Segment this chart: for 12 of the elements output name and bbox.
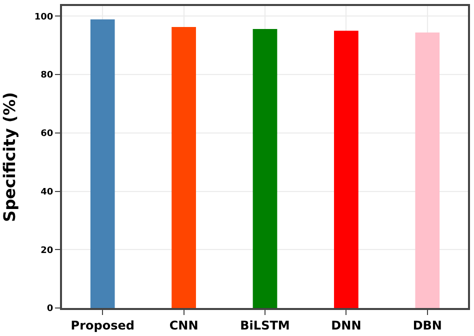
y-tick-label: 0 (46, 304, 54, 314)
x-tick-label: Proposed (70, 318, 134, 332)
y-tick-label: 40 (40, 187, 54, 198)
x-tick-label: BiLSTM (240, 318, 290, 332)
x-tick-label: DBN (412, 318, 442, 332)
y-tick-label: 100 (34, 12, 54, 22)
y-tick-label: 60 (40, 129, 54, 140)
x-tick-label: CNN (169, 318, 198, 332)
x-tick-label: DNN (331, 318, 362, 332)
y-axis-title: Specificity (%) (0, 92, 19, 222)
y-tick-label: 80 (40, 70, 54, 81)
y-tick-label: 20 (40, 246, 54, 256)
